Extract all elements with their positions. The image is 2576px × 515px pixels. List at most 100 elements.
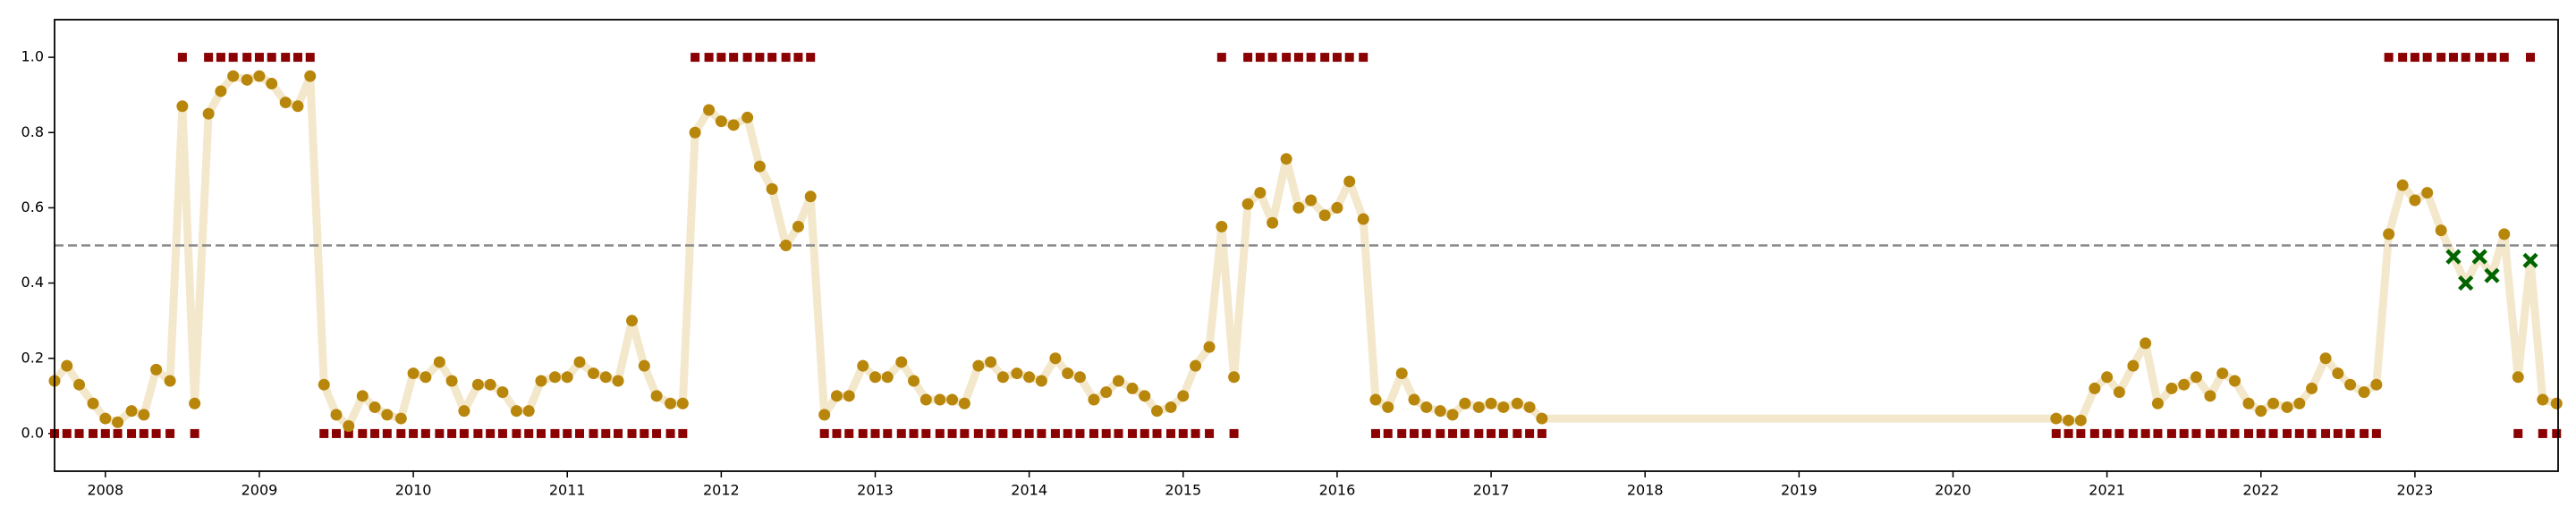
probability-point bbox=[2229, 375, 2241, 387]
label-marker bbox=[1267, 53, 1277, 63]
x-tick-label: 2018 bbox=[1627, 482, 1664, 499]
label-marker bbox=[2345, 428, 2355, 438]
label-marker bbox=[228, 53, 238, 63]
label-marker bbox=[332, 428, 342, 438]
y-tick-label: 0.4 bbox=[21, 274, 44, 291]
label-marker bbox=[2102, 428, 2112, 438]
probability-point bbox=[1023, 371, 1036, 384]
label-marker bbox=[1229, 428, 1239, 438]
probability-point bbox=[1100, 386, 1113, 399]
label-marker bbox=[986, 428, 996, 438]
label-marker bbox=[1075, 428, 1085, 438]
label-marker bbox=[1513, 428, 1522, 438]
probability-point bbox=[1267, 216, 1279, 229]
x-tick-label: 2010 bbox=[395, 482, 432, 499]
probability-point bbox=[2306, 382, 2318, 394]
probability-point bbox=[1203, 341, 1216, 353]
probability-point bbox=[266, 78, 278, 90]
label-marker bbox=[370, 428, 380, 438]
probability-point bbox=[1420, 401, 1433, 413]
probability-point bbox=[2267, 397, 2280, 409]
label-marker bbox=[1460, 428, 1470, 438]
label-marker bbox=[704, 53, 714, 63]
label-marker bbox=[1370, 428, 1380, 438]
probability-point bbox=[766, 182, 778, 195]
probability-point bbox=[2396, 179, 2409, 191]
probability-point bbox=[369, 401, 381, 413]
label-marker bbox=[242, 53, 252, 63]
probability-point bbox=[2165, 382, 2178, 394]
probability-point bbox=[2409, 194, 2421, 207]
y-tick-label: 0.6 bbox=[21, 198, 44, 215]
y-tick-label: 1.0 bbox=[21, 48, 44, 65]
label-marker bbox=[1191, 428, 1200, 438]
label-marker bbox=[524, 428, 534, 438]
label-marker bbox=[1474, 428, 1484, 438]
label-marker bbox=[254, 53, 264, 63]
probability-point bbox=[2190, 371, 2202, 384]
probability-point bbox=[2101, 371, 2114, 384]
probability-point bbox=[1292, 201, 1305, 214]
probability-point bbox=[2370, 378, 2383, 391]
probability-point bbox=[843, 390, 855, 402]
label-marker bbox=[2268, 428, 2278, 438]
probability-point bbox=[934, 393, 946, 406]
probability-point bbox=[895, 356, 908, 368]
probability-point bbox=[2383, 228, 2395, 241]
label-marker bbox=[100, 428, 110, 438]
probability-point bbox=[61, 359, 73, 372]
probability-point bbox=[1536, 412, 1548, 425]
probability-point bbox=[381, 409, 394, 421]
label-marker bbox=[2321, 428, 2331, 438]
probability-point bbox=[1369, 393, 1382, 406]
label-marker bbox=[844, 428, 854, 438]
probability-point bbox=[1472, 401, 1485, 413]
probability-point bbox=[650, 390, 663, 402]
probability-point bbox=[1049, 352, 1062, 365]
label-marker bbox=[382, 428, 392, 438]
probability-point bbox=[215, 85, 227, 97]
probability-point bbox=[1511, 397, 1523, 409]
label-marker bbox=[89, 428, 98, 438]
probability-point bbox=[2140, 337, 2152, 350]
x-tick-label: 2015 bbox=[1165, 482, 1201, 499]
label-marker bbox=[2398, 53, 2408, 63]
probability-point bbox=[253, 70, 266, 82]
label-marker bbox=[420, 428, 430, 438]
probability-point bbox=[202, 107, 215, 120]
probability-point bbox=[2255, 405, 2267, 418]
probability-point bbox=[2421, 187, 2434, 199]
plot-frame bbox=[54, 19, 2559, 472]
label-marker bbox=[1063, 428, 1072, 438]
label-marker bbox=[2538, 428, 2547, 438]
label-marker bbox=[819, 428, 829, 438]
label-marker bbox=[177, 53, 187, 63]
probability-point bbox=[2242, 397, 2255, 409]
probability-point bbox=[727, 119, 740, 131]
probability-point bbox=[535, 375, 547, 387]
y-tick-label: 0.0 bbox=[21, 424, 44, 441]
probability-point bbox=[125, 405, 138, 418]
probability-point bbox=[1126, 382, 1139, 394]
probability-point bbox=[522, 405, 535, 418]
label-marker bbox=[1205, 428, 1215, 438]
label-marker bbox=[627, 428, 637, 438]
label-marker bbox=[1152, 428, 1162, 438]
probability-point bbox=[919, 393, 932, 406]
probability-point bbox=[2113, 386, 2125, 399]
label-marker bbox=[2513, 428, 2523, 438]
label-marker bbox=[858, 428, 868, 438]
label-marker bbox=[1282, 53, 1292, 63]
label-marker bbox=[459, 428, 469, 438]
probability-point bbox=[1139, 390, 1151, 402]
probability-point bbox=[73, 378, 86, 391]
label-marker bbox=[151, 428, 161, 438]
label-marker bbox=[536, 428, 546, 438]
label-marker bbox=[1498, 428, 1508, 438]
probability-point bbox=[1112, 375, 1124, 387]
probability-point bbox=[1035, 375, 1047, 387]
probability-point bbox=[1459, 397, 1471, 409]
label-marker bbox=[2436, 53, 2446, 63]
label-marker bbox=[113, 428, 123, 438]
probability-point bbox=[189, 397, 201, 409]
